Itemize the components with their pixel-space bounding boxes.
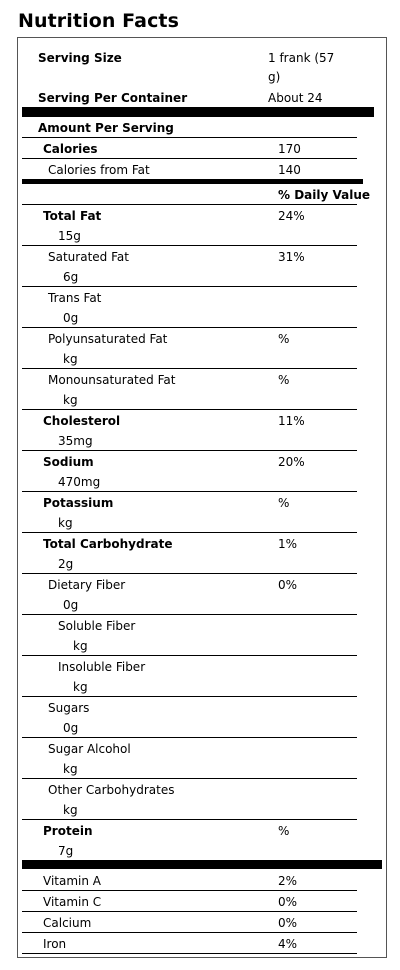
divider: [22, 409, 357, 410]
nutrient-name: Protein: [43, 824, 93, 838]
nutrient-amount: kg: [63, 803, 78, 817]
nutrient-daily-value: 24%: [278, 209, 305, 223]
divider: [22, 368, 357, 369]
divider: [22, 655, 357, 656]
nutrient-daily-value: 11%: [278, 414, 305, 428]
nutrient-amount: 0g: [63, 311, 79, 325]
vitamin-name: Vitamin C: [43, 895, 102, 909]
nutrient-daily-value: %: [278, 496, 290, 510]
thick-divider-vitamins: [22, 860, 382, 869]
vitamin-daily-value: 0%: [278, 916, 298, 930]
serving-size-label: Serving Size: [38, 51, 122, 65]
nutrient-name: Sodium: [43, 455, 94, 469]
divider: [22, 737, 357, 738]
nutrient-name: Polyunsaturated Fat: [48, 332, 168, 346]
divider: [22, 204, 357, 205]
vitamin-daily-value: 0%: [278, 895, 298, 909]
serving-per-container-value: About 24: [268, 91, 323, 105]
divider: [22, 614, 357, 615]
nutrient-name: Cholesterol: [43, 414, 121, 428]
nutrient-amount: 2g: [58, 557, 74, 571]
serving-size-value-cont: g): [268, 70, 281, 84]
nutrient-amount: kg: [73, 680, 88, 694]
divider: [22, 778, 357, 779]
calories-label: Calories: [43, 142, 98, 156]
vitamin-name: Calcium: [43, 916, 92, 930]
vitamin-daily-value: 4%: [278, 937, 298, 951]
nutrient-name: Dietary Fiber: [48, 578, 126, 592]
divider: [22, 450, 357, 451]
nutrient-name: Other Carbohydrates: [48, 783, 175, 797]
nutrient-name: Potassium: [43, 496, 114, 510]
divider: [22, 491, 357, 492]
thick-divider-top: [22, 107, 374, 117]
divider: [22, 137, 357, 138]
serving-per-container-label: Serving Per Container: [38, 91, 188, 105]
divider: [22, 819, 357, 820]
nutrient-daily-value: %: [278, 373, 290, 387]
vitamin-daily-value: 2%: [278, 874, 298, 888]
nutrient-amount: kg: [63, 393, 78, 407]
nutrient-daily-value: %: [278, 332, 290, 346]
nutrient-name: Sugars: [48, 701, 90, 715]
divider: [22, 532, 357, 533]
amount-per-serving-label: Amount Per Serving: [38, 121, 174, 135]
nutrient-amount: kg: [73, 639, 88, 653]
nutrient-amount: 35mg: [58, 434, 93, 448]
divider: [22, 573, 357, 574]
serving-size-value: 1 frank (57: [268, 51, 335, 65]
nutrition-label-panel: [17, 37, 387, 958]
nutrient-name: Saturated Fat: [48, 250, 129, 264]
nutrient-daily-value: 0%: [278, 578, 298, 592]
nutrient-name: Insoluble Fiber: [58, 660, 146, 674]
daily-value-header: % Daily Value: [278, 188, 371, 202]
nutrient-name: Total Carbohydrate: [43, 537, 173, 551]
nutrient-name: Soluble Fiber: [58, 619, 136, 633]
nutrient-daily-value: 20%: [278, 455, 305, 469]
divider: [22, 696, 357, 697]
divider: [22, 158, 357, 159]
nutrient-daily-value: 31%: [278, 250, 305, 264]
nutrient-amount: kg: [58, 516, 73, 530]
nutrient-name: Sugar Alcohol: [48, 742, 131, 756]
nutrient-amount: kg: [63, 352, 78, 366]
nutrient-amount: 0g: [63, 598, 79, 612]
divider: [22, 286, 357, 287]
thick-divider-middle: [22, 179, 363, 184]
nutrient-amount: kg: [63, 762, 78, 776]
nutrient-amount: 0g: [63, 721, 79, 735]
nutrient-amount: 6g: [63, 270, 79, 284]
divider: [22, 932, 357, 933]
nutrient-amount: 15g: [58, 229, 81, 243]
nutrient-amount: 470mg: [58, 475, 101, 489]
vitamin-name: Vitamin A: [43, 874, 101, 888]
nutrient-name: Total Fat: [43, 209, 102, 223]
divider: [22, 953, 357, 954]
divider: [22, 890, 357, 891]
divider: [22, 245, 357, 246]
calories-from-fat-label: Calories from Fat: [48, 163, 150, 177]
nutrient-daily-value: %: [278, 824, 290, 838]
vitamin-name: Iron: [43, 937, 67, 951]
page-title: Nutrition Facts: [18, 10, 180, 32]
nutrient-name: Monounsaturated Fat: [48, 373, 176, 387]
calories-from-fat-value: 140: [278, 163, 301, 177]
nutrient-name: Trans Fat: [48, 291, 102, 305]
divider: [22, 327, 357, 328]
nutrient-amount: 7g: [58, 844, 74, 858]
nutrient-daily-value: 1%: [278, 537, 298, 551]
divider: [22, 911, 357, 912]
calories-value: 170: [278, 142, 301, 156]
